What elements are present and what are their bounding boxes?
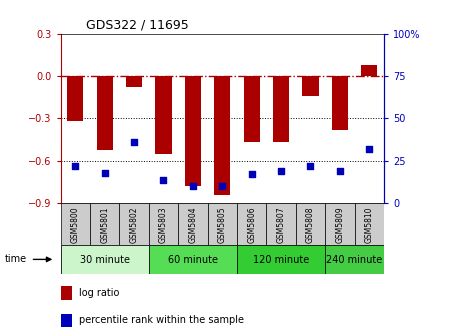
Bar xyxy=(302,76,318,96)
Bar xyxy=(214,76,230,195)
Bar xyxy=(207,203,237,245)
Bar xyxy=(149,245,237,274)
Bar xyxy=(149,203,178,245)
Bar xyxy=(266,203,296,245)
Text: GSM5800: GSM5800 xyxy=(71,206,80,243)
Text: GSM5809: GSM5809 xyxy=(335,206,344,243)
Bar xyxy=(325,245,384,274)
Text: 240 minute: 240 minute xyxy=(326,255,383,264)
Bar xyxy=(126,76,142,87)
Text: 120 minute: 120 minute xyxy=(253,255,309,264)
Bar xyxy=(119,203,149,245)
Text: GSM5808: GSM5808 xyxy=(306,206,315,243)
Text: GSM5802: GSM5802 xyxy=(130,206,139,243)
Bar xyxy=(61,313,72,327)
Point xyxy=(336,168,343,174)
Point xyxy=(189,183,197,189)
Text: GSM5805: GSM5805 xyxy=(218,206,227,243)
Point xyxy=(307,163,314,169)
Point xyxy=(248,172,255,177)
Point xyxy=(277,168,285,174)
Text: GSM5810: GSM5810 xyxy=(365,206,374,243)
Text: time: time xyxy=(4,254,26,264)
Point xyxy=(131,139,138,145)
Bar xyxy=(178,203,207,245)
Point xyxy=(219,183,226,189)
Text: GSM5801: GSM5801 xyxy=(100,206,109,243)
Bar xyxy=(97,76,113,150)
Text: percentile rank within the sample: percentile rank within the sample xyxy=(79,315,243,325)
Bar xyxy=(296,203,325,245)
Text: GSM5804: GSM5804 xyxy=(189,206,198,243)
Bar xyxy=(332,76,348,130)
Bar xyxy=(273,76,289,142)
Text: 30 minute: 30 minute xyxy=(80,255,130,264)
Point xyxy=(72,163,79,169)
Bar xyxy=(237,203,266,245)
Bar xyxy=(61,203,90,245)
Text: GSM5803: GSM5803 xyxy=(159,206,168,243)
Bar xyxy=(61,286,72,300)
Bar xyxy=(61,245,149,274)
Text: GSM5806: GSM5806 xyxy=(247,206,256,243)
Point xyxy=(101,170,108,175)
Bar xyxy=(155,76,172,154)
Bar xyxy=(237,245,325,274)
Bar xyxy=(361,65,377,76)
Text: 60 minute: 60 minute xyxy=(168,255,218,264)
Text: log ratio: log ratio xyxy=(79,288,119,298)
Bar xyxy=(325,203,355,245)
Bar xyxy=(243,76,260,142)
Bar xyxy=(185,76,201,186)
Bar xyxy=(67,76,84,121)
Point xyxy=(365,146,373,152)
Point xyxy=(160,177,167,182)
Text: GSM5807: GSM5807 xyxy=(277,206,286,243)
Bar xyxy=(355,203,384,245)
Bar xyxy=(90,203,119,245)
Text: GDS322 / 11695: GDS322 / 11695 xyxy=(87,18,189,31)
